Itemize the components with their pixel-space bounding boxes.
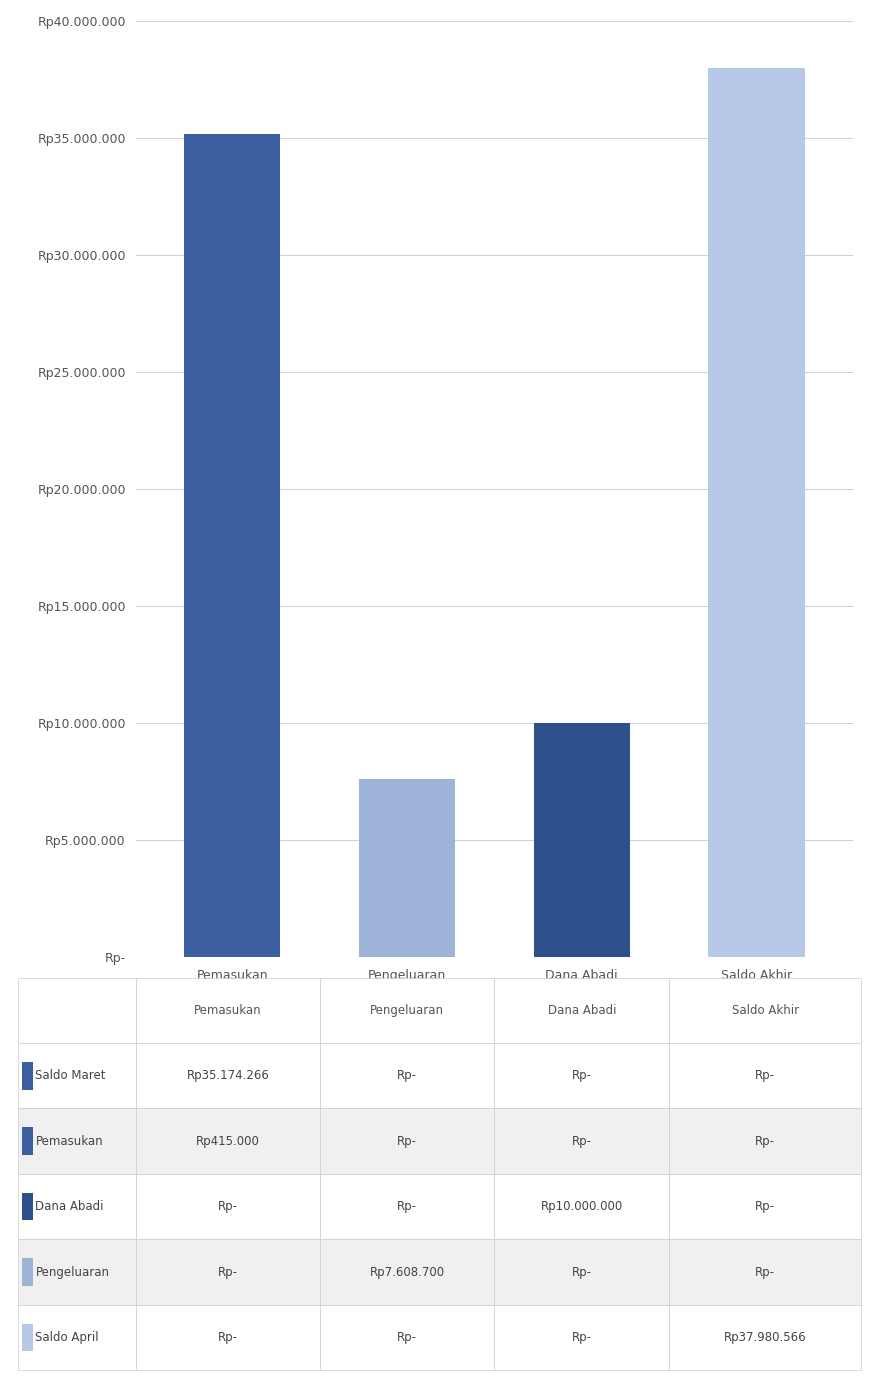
Text: Rp-: Rp-: [572, 1332, 591, 1344]
Bar: [320, 978, 493, 1044]
Bar: [18, 1305, 136, 1370]
Bar: [18, 1108, 136, 1173]
Text: Rp37.980.566: Rp37.980.566: [723, 1332, 806, 1344]
Text: Rp-: Rp-: [572, 1070, 591, 1082]
Text: Rp-: Rp-: [754, 1070, 774, 1082]
Bar: [184, 947, 280, 957]
Bar: [320, 1305, 493, 1370]
Bar: [320, 1239, 493, 1305]
Bar: [136, 1173, 320, 1239]
Bar: [184, 134, 280, 957]
Bar: [358, 779, 455, 957]
Text: Rp-: Rp-: [572, 1135, 591, 1147]
Bar: [22, 1128, 33, 1155]
Text: Saldo Maret: Saldo Maret: [35, 1070, 105, 1082]
Text: Rp7.608.700: Rp7.608.700: [369, 1265, 444, 1278]
Bar: [668, 1239, 860, 1305]
Bar: [493, 1108, 668, 1173]
Bar: [533, 723, 630, 957]
Bar: [22, 1192, 33, 1220]
Text: Rp-: Rp-: [572, 1265, 591, 1278]
Text: Rp-: Rp-: [397, 1070, 416, 1082]
Text: Rp-: Rp-: [218, 1332, 238, 1344]
Bar: [668, 1173, 860, 1239]
Bar: [136, 1305, 320, 1370]
Bar: [18, 1173, 136, 1239]
Text: Saldo Akhir: Saldo Akhir: [730, 1004, 798, 1016]
Bar: [493, 1305, 668, 1370]
Bar: [320, 1044, 493, 1108]
Text: Rp-: Rp-: [754, 1135, 774, 1147]
Text: Rp-: Rp-: [397, 1201, 416, 1213]
Text: Rp-: Rp-: [397, 1135, 416, 1147]
Text: Saldo April: Saldo April: [35, 1332, 99, 1344]
Bar: [18, 1044, 136, 1108]
Bar: [22, 1323, 33, 1351]
Text: Pengeluaran: Pengeluaran: [370, 1004, 443, 1016]
Bar: [668, 1108, 860, 1173]
Text: Rp35.174.266: Rp35.174.266: [186, 1070, 270, 1082]
Text: Pemasukan: Pemasukan: [35, 1135, 103, 1147]
Text: Pemasukan: Pemasukan: [194, 1004, 262, 1016]
Bar: [18, 1239, 136, 1305]
Bar: [668, 1044, 860, 1108]
Bar: [493, 1239, 668, 1305]
Bar: [22, 1062, 33, 1089]
Bar: [136, 1239, 320, 1305]
Bar: [708, 67, 803, 957]
Bar: [136, 1108, 320, 1173]
Bar: [22, 1259, 33, 1286]
Text: Dana Abadi: Dana Abadi: [35, 1201, 104, 1213]
Bar: [493, 978, 668, 1044]
Bar: [320, 1173, 493, 1239]
Text: Pengeluaran: Pengeluaran: [35, 1265, 109, 1278]
Bar: [668, 1305, 860, 1370]
Bar: [136, 1044, 320, 1108]
Bar: [493, 1044, 668, 1108]
Text: Rp415.000: Rp415.000: [196, 1135, 260, 1147]
Text: Rp-: Rp-: [218, 1265, 238, 1278]
Bar: [136, 978, 320, 1044]
Bar: [493, 1173, 668, 1239]
Text: Rp-: Rp-: [754, 1265, 774, 1278]
Bar: [320, 1108, 493, 1173]
Text: Dana Abadi: Dana Abadi: [547, 1004, 615, 1016]
Text: Rp-: Rp-: [218, 1201, 238, 1213]
Bar: [18, 978, 136, 1044]
Text: Rp10.000.000: Rp10.000.000: [540, 1201, 623, 1213]
Text: Rp-: Rp-: [397, 1332, 416, 1344]
Bar: [668, 978, 860, 1044]
Text: Rp-: Rp-: [754, 1201, 774, 1213]
